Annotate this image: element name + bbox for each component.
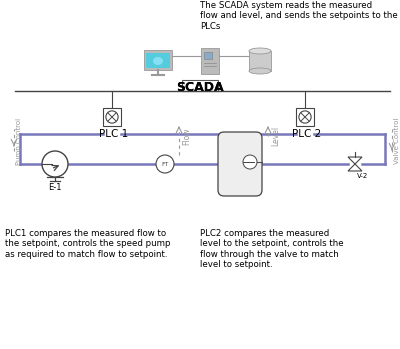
Circle shape [243, 155, 257, 169]
Bar [296, 108, 314, 126]
Polygon shape [348, 157, 362, 164]
Text: Level: Level [271, 126, 280, 146]
Ellipse shape [249, 48, 271, 54]
Bar [182, 80, 218, 91]
Text: E-1: E-1 [48, 183, 62, 192]
Bar [103, 108, 121, 126]
Polygon shape [348, 164, 362, 171]
Bar [249, 51, 271, 71]
Circle shape [156, 155, 174, 173]
Text: Valve Control: Valve Control [394, 118, 400, 164]
Text: The SCADA system reads the measured
flow and level, and sends the setpoints to t: The SCADA system reads the measured flow… [200, 1, 398, 31]
Text: PLC 1: PLC 1 [99, 129, 129, 139]
Text: SCADA: SCADA [176, 81, 224, 94]
Text: SCADA: SCADA [176, 81, 224, 94]
FancyBboxPatch shape [218, 132, 262, 196]
Text: PLC 2: PLC 2 [292, 129, 322, 139]
Bar [201, 48, 219, 74]
Text: Pump Control: Pump Control [16, 117, 22, 165]
Text: Flow: Flow [182, 127, 191, 145]
Text: FT: FT [161, 162, 169, 166]
Circle shape [106, 111, 118, 123]
Text: PLC1 compares the measured flow to
the setpoint, controls the speed pump
as requ: PLC1 compares the measured flow to the s… [5, 229, 170, 259]
Ellipse shape [249, 68, 271, 74]
Bar [144, 50, 172, 70]
Circle shape [299, 111, 311, 123]
Bar [204, 52, 212, 59]
Circle shape [42, 151, 68, 177]
Text: PLC2 compares the measured
level to the setpoint, controls the
flow through the : PLC2 compares the measured level to the … [200, 229, 344, 269]
Text: V-2: V-2 [357, 173, 368, 179]
Bar [146, 53, 170, 68]
Ellipse shape [153, 57, 163, 65]
